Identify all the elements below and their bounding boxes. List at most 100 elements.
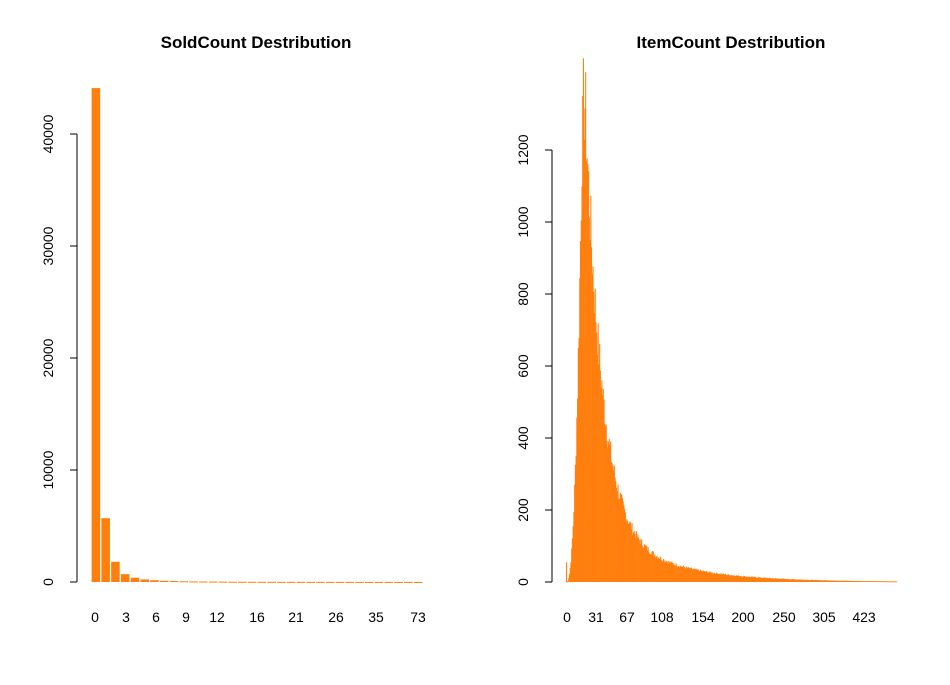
histogram-bar xyxy=(855,580,857,582)
bar xyxy=(374,581,384,583)
histogram-bar xyxy=(579,241,582,583)
soldcount-bars xyxy=(91,88,423,583)
histogram-bar xyxy=(571,538,573,582)
histogram-bar xyxy=(721,573,723,582)
histogram-bar xyxy=(866,581,868,582)
histogram-bar xyxy=(742,576,744,582)
histogram-bar xyxy=(734,576,736,582)
histogram-bar xyxy=(710,572,712,582)
histogram-bar xyxy=(847,580,849,582)
histogram-bar xyxy=(764,577,766,582)
histogram-bar xyxy=(880,581,882,583)
bar xyxy=(179,581,189,583)
histogram-bar xyxy=(724,574,726,582)
histogram-bar xyxy=(797,579,799,582)
histogram-bar xyxy=(606,441,608,582)
histogram-bar xyxy=(799,579,801,582)
bar xyxy=(335,581,345,583)
histogram-bar xyxy=(567,580,569,582)
histogram-bar xyxy=(710,573,712,582)
x-tick-label: 12 xyxy=(209,609,225,625)
x-tick-label: 154 xyxy=(691,609,715,625)
histogram-bar xyxy=(864,581,866,582)
bar xyxy=(101,518,110,582)
histogram-bar xyxy=(672,563,674,582)
histogram-bar xyxy=(599,343,601,582)
histogram-bar xyxy=(631,523,633,582)
histogram-bar xyxy=(754,576,756,582)
histogram-bar xyxy=(626,519,628,582)
histogram-bar xyxy=(598,364,600,582)
histogram-bar xyxy=(737,575,739,582)
histogram-bar xyxy=(719,573,721,582)
histogram-bar xyxy=(602,388,604,582)
histogram-bar xyxy=(866,581,868,582)
histogram-bar xyxy=(697,569,699,582)
x-tick-label: 423 xyxy=(852,609,876,625)
histogram-bar xyxy=(699,569,701,582)
histogram-bar xyxy=(638,538,640,582)
histogram-bar xyxy=(596,332,598,582)
histogram-bar xyxy=(688,567,690,582)
histogram-bar xyxy=(575,456,577,582)
histogram-bar xyxy=(849,580,851,582)
histogram-bar xyxy=(696,569,699,582)
histogram-bar xyxy=(891,581,893,583)
histogram-bar xyxy=(824,580,826,582)
histogram-bar xyxy=(667,563,669,582)
histogram-bar xyxy=(755,577,757,582)
histogram-bar xyxy=(813,580,815,582)
histogram-bar xyxy=(661,560,663,582)
histogram-bar xyxy=(824,580,827,582)
histogram-bar xyxy=(597,323,599,582)
histogram-bar xyxy=(805,579,807,582)
histogram-bar xyxy=(641,539,643,582)
histogram-bar xyxy=(876,581,878,582)
histogram-bar xyxy=(674,565,676,582)
histogram-bar xyxy=(859,580,861,582)
histogram-bar xyxy=(891,581,893,583)
histogram-bar xyxy=(643,547,645,582)
histogram-bar xyxy=(581,186,583,582)
bar xyxy=(257,581,267,583)
histogram-bar xyxy=(794,579,796,582)
histogram-bar xyxy=(836,580,838,582)
histogram-bar xyxy=(588,171,590,582)
histogram-bar xyxy=(833,580,835,582)
soldcount-y-axis: 0 10000 20000 30000 40000 xyxy=(40,114,78,586)
histogram-bar xyxy=(722,573,724,582)
histogram-bar xyxy=(788,579,790,582)
bar xyxy=(286,581,296,583)
histogram-bar xyxy=(695,569,697,582)
histogram-bar xyxy=(658,558,660,582)
histogram-bar xyxy=(738,575,740,582)
histogram-bar xyxy=(819,580,821,582)
histogram-bar xyxy=(844,580,846,582)
histogram-bar xyxy=(587,164,589,583)
histogram-bar xyxy=(701,570,703,582)
histogram-bar xyxy=(568,578,570,582)
histogram-bar xyxy=(689,568,691,582)
histogram-bar xyxy=(584,108,586,582)
histogram-bar xyxy=(669,561,671,582)
histogram-bar xyxy=(638,540,640,582)
histogram-bar xyxy=(622,501,624,582)
histogram-bar xyxy=(831,580,833,582)
histogram-bar xyxy=(655,556,657,582)
histogram-bar xyxy=(882,581,884,583)
itemcount-x-labels: 0 31 67 108 154 200 250 305 423 xyxy=(563,609,876,625)
histogram-bar xyxy=(843,580,845,582)
histogram-bar xyxy=(586,158,588,582)
histogram-bar xyxy=(766,578,768,582)
histogram-bar xyxy=(582,96,584,582)
histogram-bar xyxy=(681,566,683,582)
y-tick-label: 30000 xyxy=(40,226,56,265)
histogram-bar xyxy=(872,581,874,582)
histogram-bar xyxy=(632,534,634,582)
histogram-bar xyxy=(795,579,797,582)
histogram-bar xyxy=(769,577,771,582)
histogram-bar xyxy=(852,580,854,582)
histogram-bar xyxy=(881,581,883,583)
histogram-bar xyxy=(883,581,885,583)
